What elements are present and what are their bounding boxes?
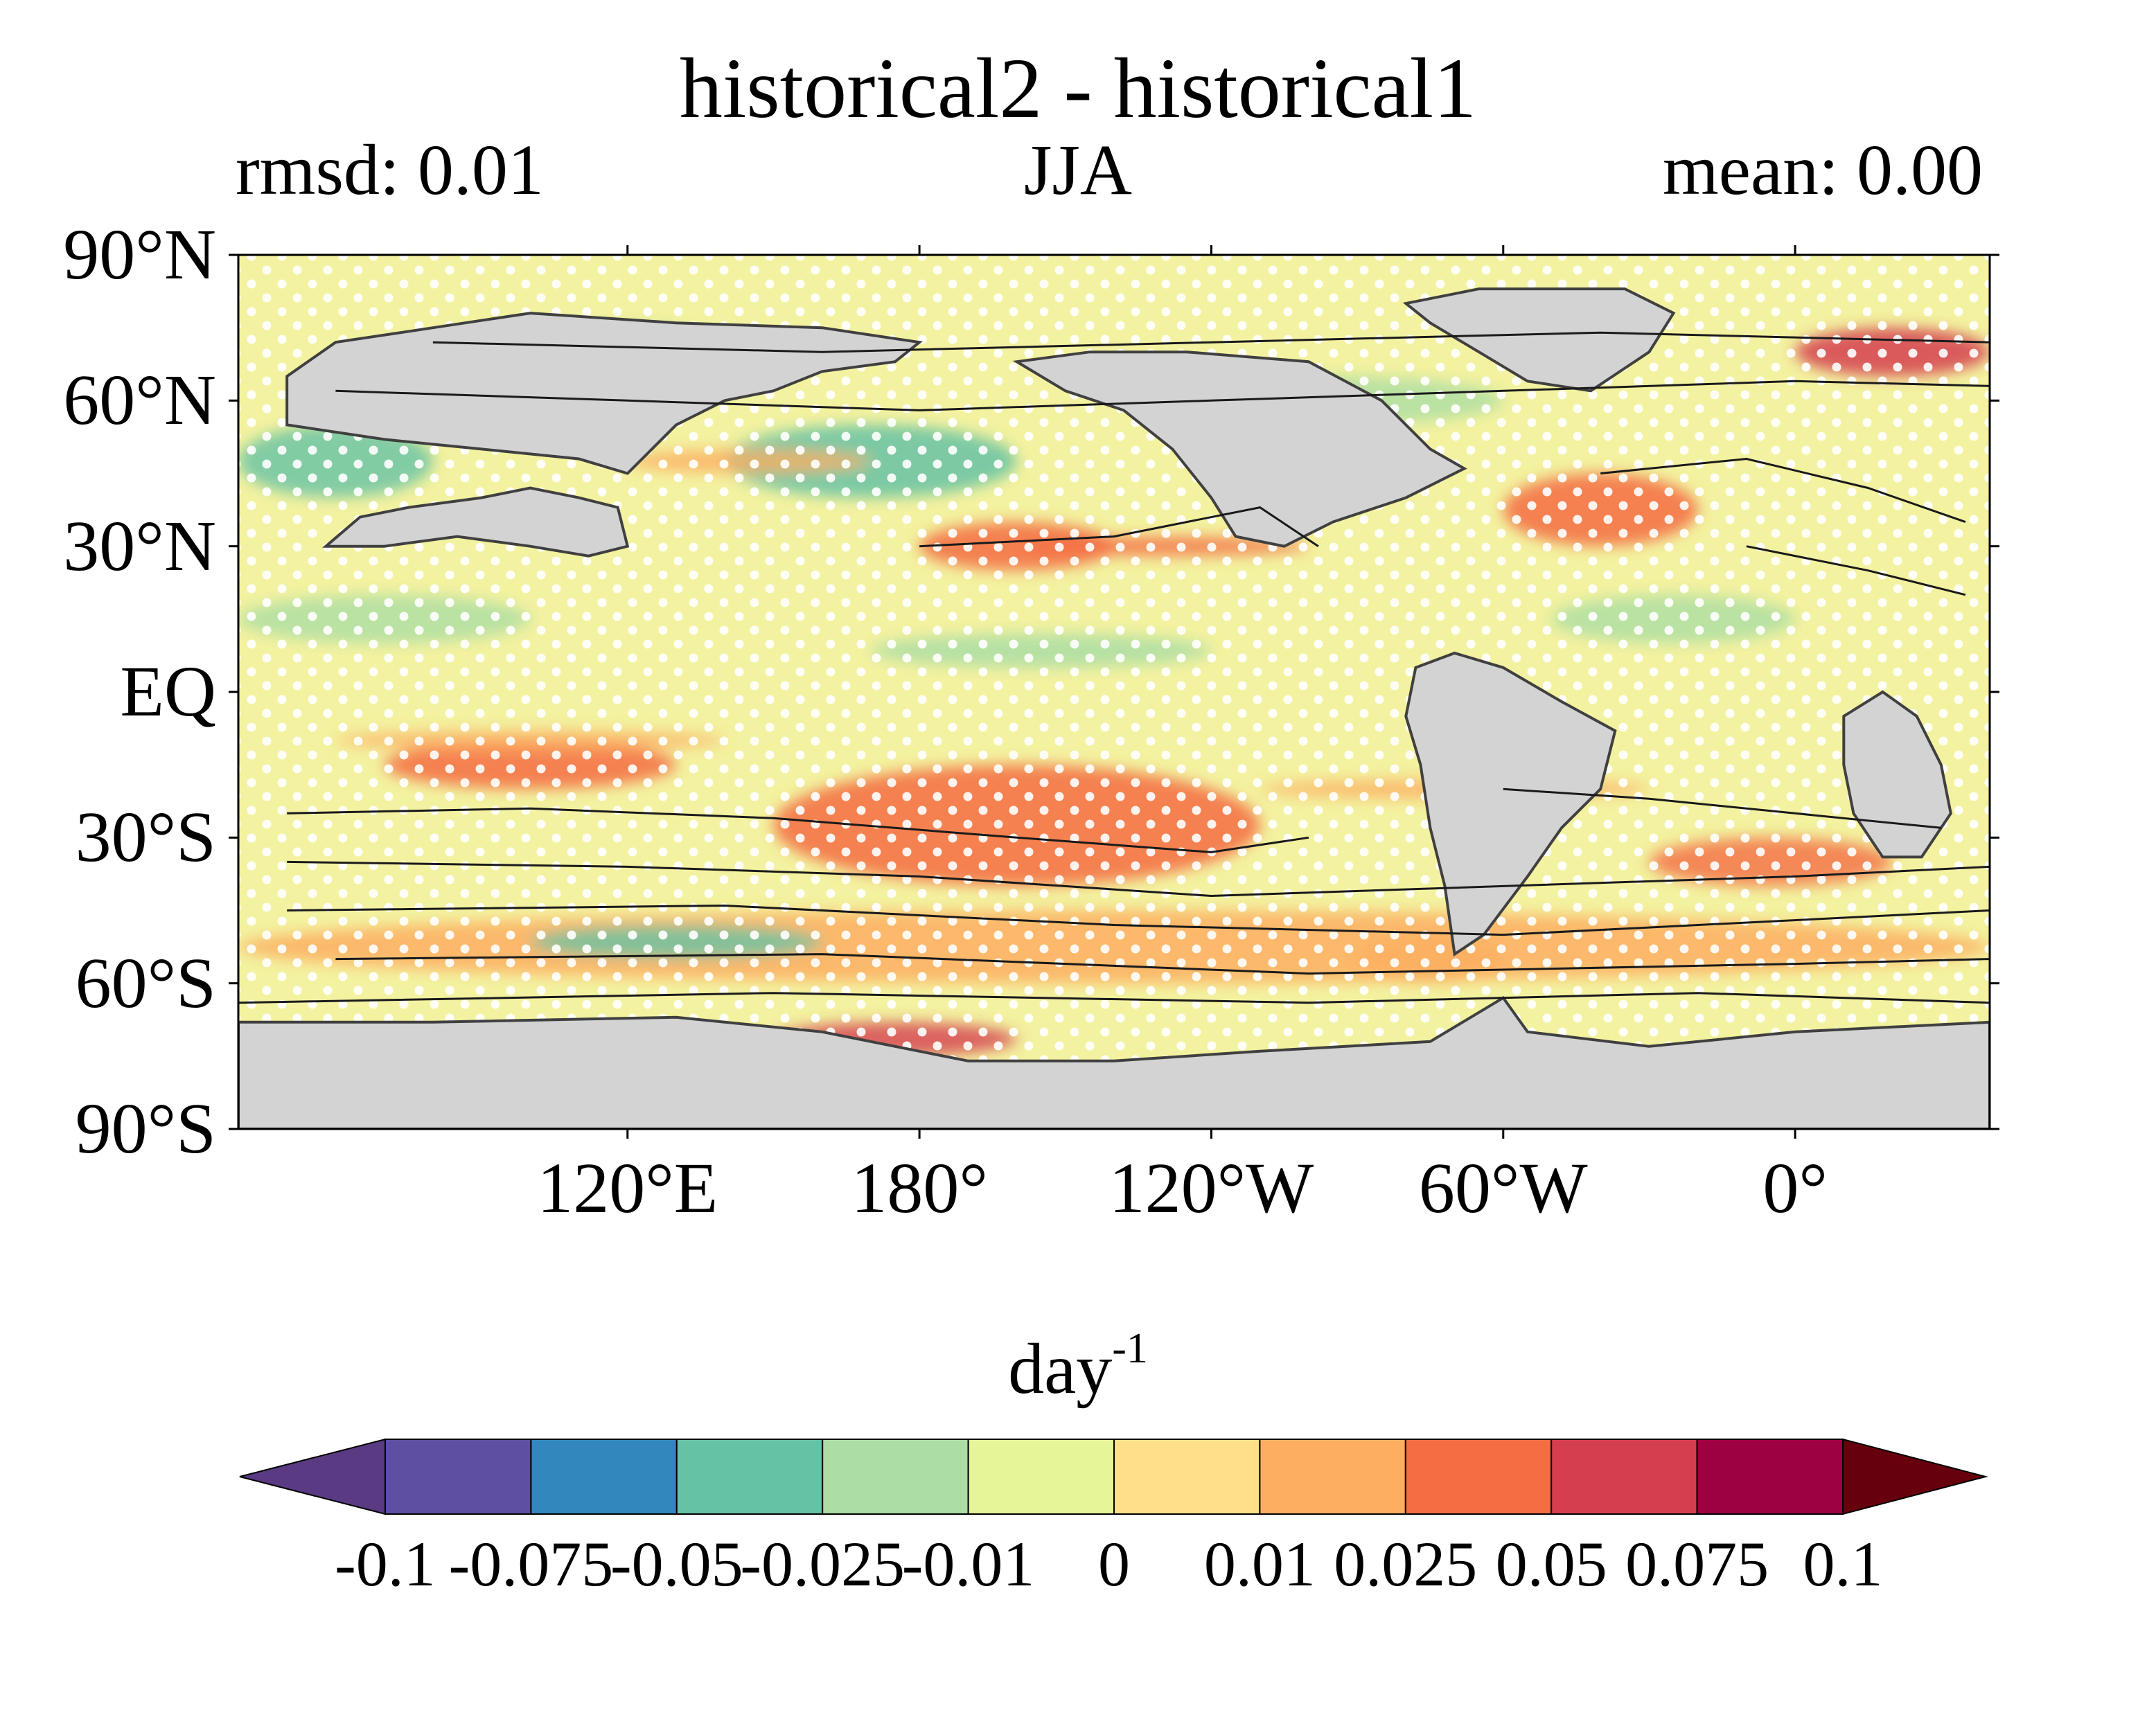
lon-tick-label: 120°W [1108, 1148, 1314, 1228]
contour-line [919, 506, 1319, 548]
colorbar-tick-label: 0.01 [1203, 1529, 1316, 1599]
lat-tick-label: 90°N [63, 215, 216, 294]
land-mass [238, 996, 1990, 1129]
season-label: JJA [1023, 130, 1133, 210]
land-mass [285, 312, 923, 475]
land-mass [321, 486, 630, 558]
colorbar-bin [822, 1439, 969, 1515]
lon-tick-label: 0° [1762, 1148, 1828, 1228]
colorbar-bin [1259, 1439, 1406, 1515]
lat-tick-label: 90°S [75, 1089, 216, 1168]
map-area [238, 255, 1990, 1129]
colorbar-tick-label: -0.025 [740, 1529, 905, 1599]
contour-line [287, 807, 1309, 853]
unit-exponent: -1 [1112, 1325, 1148, 1372]
colorbar-tick-label: 0 [1098, 1529, 1130, 1599]
colorbar-bin [967, 1439, 1115, 1515]
lat-tick-label: EQ [120, 652, 216, 731]
colorbar-tick-label: -0.01 [901, 1529, 1035, 1599]
colorbar-tick-label: -0.05 [610, 1529, 743, 1599]
lon-tick-label: 120°E [537, 1148, 718, 1228]
rmsd-label: rmsd: 0.01 [236, 130, 544, 210]
lat-tick-label: 60°N [63, 360, 216, 441]
contour-line [335, 953, 1990, 975]
colorbar-tick-label: -0.075 [448, 1529, 614, 1599]
colorbar-bin [1113, 1439, 1261, 1515]
land-mass [1404, 651, 1617, 957]
colorbar [239, 1438, 1988, 1515]
contour-line [335, 380, 1990, 411]
lon-tick-label: 180° [851, 1148, 988, 1228]
colorbar-tick-label: 0.075 [1625, 1529, 1769, 1599]
colorbar-bin [385, 1439, 532, 1515]
climatology-contours [238, 331, 1990, 1004]
land-mass [1842, 690, 1952, 859]
lat-tick-label: 30°N [63, 506, 216, 586]
colorbar-tick-label: -0.1 [335, 1529, 436, 1599]
land-masks [238, 287, 1990, 1129]
contour-line [287, 904, 1990, 936]
contour-line [287, 860, 1990, 898]
map-title: historical2 - historical1 [679, 41, 1477, 136]
colorbar-bin [1404, 1439, 1553, 1515]
land-mass [1402, 287, 1676, 393]
colorbar-tick-label: 0.1 [1803, 1529, 1883, 1599]
colorbar-unit-label: day-1 [0, 1327, 2156, 1405]
colorbar-over-arrow [1842, 1438, 1988, 1515]
contour-line [1503, 788, 1941, 829]
lat-tick-label: 60°S [75, 943, 216, 1023]
contour-line [1746, 545, 1966, 596]
colorbar-tick-label: 0.05 [1495, 1529, 1607, 1599]
axis-ticks [229, 245, 1999, 1139]
contour-line [1600, 457, 1966, 524]
colorbar-bin [1550, 1439, 1698, 1515]
lon-tick-label: 60°W [1418, 1148, 1588, 1228]
colorbar-tick-label: 0.025 [1334, 1529, 1478, 1599]
contour-line [238, 992, 1990, 1004]
contour-line [432, 331, 1990, 353]
mean-label: mean: 0.00 [1662, 130, 1983, 210]
land-mass [1012, 350, 1467, 548]
unit-base: day [1008, 1329, 1113, 1409]
colorbar-bin [530, 1439, 678, 1515]
colorbar-bin [1696, 1439, 1844, 1515]
colorbar-bin [675, 1439, 824, 1515]
lat-tick-label: 30°S [75, 797, 216, 878]
colorbar-under-arrow [239, 1438, 386, 1515]
